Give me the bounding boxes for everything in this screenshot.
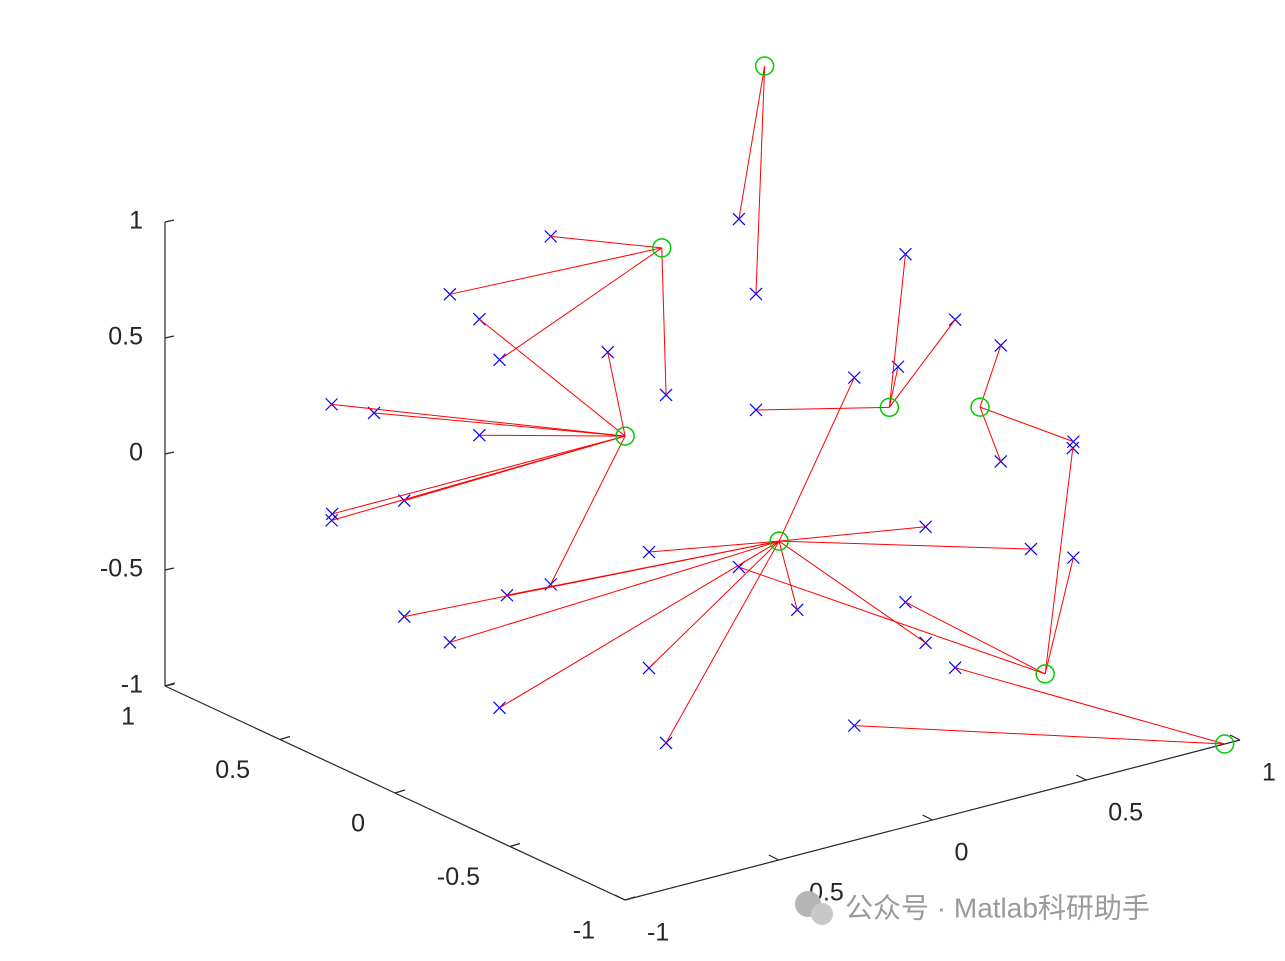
- link-line: [738, 566, 1046, 675]
- link-line: [665, 540, 780, 744]
- x-tick: [922, 814, 933, 821]
- link-line: [331, 435, 626, 521]
- link-line: [661, 247, 667, 395]
- link-line: [479, 318, 626, 437]
- y-tick-label: 1: [121, 703, 135, 731]
- z-tick-label: -1: [121, 671, 143, 699]
- link-line: [778, 377, 855, 542]
- link-line: [479, 434, 626, 437]
- link-line: [854, 725, 1225, 745]
- link-line: [550, 435, 626, 585]
- x-tick: [1229, 734, 1241, 741]
- z-tick-label: -0.5: [100, 555, 143, 583]
- link-line: [499, 540, 780, 709]
- x-tick: [1075, 774, 1087, 781]
- y-tick: [279, 735, 291, 741]
- x-tick: [768, 854, 780, 861]
- watermark: 公众号 · Matlab科研助手: [795, 891, 1150, 925]
- link-line: [755, 65, 766, 294]
- y-tick-label: -1: [573, 917, 595, 945]
- center: [769, 531, 789, 551]
- link-line: [905, 601, 1046, 675]
- watermark-icon: [811, 903, 833, 925]
- link-line: [888, 319, 956, 408]
- x-tick-label: 1: [1262, 759, 1276, 787]
- x-tick-label: -1: [647, 919, 669, 947]
- center: [652, 238, 672, 258]
- x-tick: [614, 894, 626, 901]
- y-tick-label: 0.5: [215, 756, 250, 784]
- center: [1214, 734, 1235, 754]
- link-line: [499, 247, 663, 361]
- link-line: [550, 235, 662, 249]
- link-line: [778, 540, 926, 644]
- link-line: [648, 540, 780, 553]
- z-tick: [164, 451, 175, 455]
- link-line: [755, 406, 890, 411]
- link-line: [979, 345, 1002, 408]
- point: [994, 338, 1008, 352]
- y-tick: [624, 896, 636, 901]
- link-line: [607, 352, 626, 437]
- center: [879, 397, 900, 418]
- watermark-text: 公众号 · Matlab科研助手: [845, 892, 1150, 923]
- z-tick: [164, 219, 175, 223]
- center: [754, 56, 775, 76]
- y-tick: [509, 842, 521, 848]
- z-tick: [164, 335, 175, 339]
- point: [1066, 551, 1080, 565]
- link-line: [779, 540, 1031, 550]
- link-line: [979, 406, 1074, 443]
- link-line: [331, 403, 626, 437]
- center: [1035, 664, 1055, 684]
- link-line: [888, 254, 906, 408]
- link-line: [738, 65, 766, 220]
- center: [970, 397, 990, 417]
- link-line: [648, 540, 780, 669]
- y-tick: [164, 682, 176, 687]
- x-tick-label: 0: [955, 839, 969, 867]
- link-line: [954, 667, 1225, 745]
- z-tick-label: 0.5: [108, 323, 143, 351]
- y-tick-label: 0: [351, 810, 365, 838]
- link-line: [449, 247, 662, 295]
- link-line: [1044, 447, 1074, 674]
- link-line: [332, 435, 626, 515]
- link-line: [374, 412, 626, 437]
- link-line: [449, 540, 780, 643]
- point: [1066, 435, 1080, 449]
- x-tick-label: 0.5: [1108, 799, 1143, 827]
- point: [994, 454, 1008, 468]
- link-line: [779, 526, 926, 542]
- z-tick-label: 0: [129, 439, 143, 467]
- z-tick: [164, 567, 175, 571]
- link-line: [1044, 557, 1074, 675]
- y-tick: [394, 789, 406, 794]
- link-line: [404, 540, 780, 618]
- y-tick-label: -0.5: [437, 863, 480, 891]
- link-line: [888, 366, 899, 408]
- center: [615, 426, 635, 446]
- link-line: [778, 541, 798, 610]
- z-tick-label: 1: [129, 207, 143, 235]
